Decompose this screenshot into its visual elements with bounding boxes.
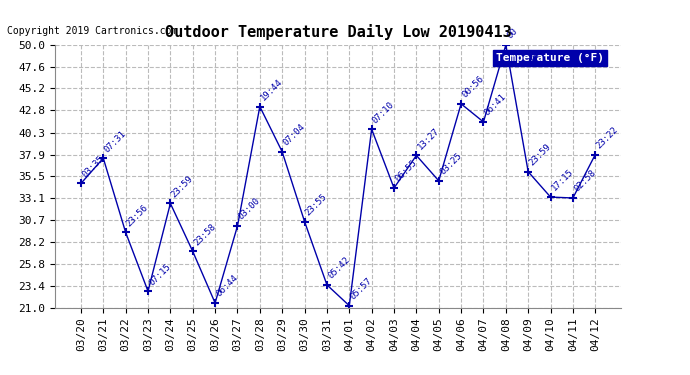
Text: 23:22: 23:22: [595, 125, 620, 150]
Text: 17:15: 17:15: [550, 168, 575, 193]
Text: 05:57: 05:57: [348, 276, 374, 302]
Text: 00: 00: [505, 27, 519, 41]
Text: Temperature (°F): Temperature (°F): [496, 53, 604, 63]
Text: 23:59: 23:59: [527, 142, 553, 168]
Text: 23:55: 23:55: [304, 192, 329, 217]
Text: 07:15: 07:15: [147, 262, 172, 287]
Text: 07:04: 07:04: [282, 122, 307, 148]
Text: 03:00: 03:00: [237, 196, 262, 222]
Text: 13:27: 13:27: [415, 126, 441, 151]
Text: 06:44: 06:44: [215, 273, 239, 299]
Text: 06:41: 06:41: [483, 92, 508, 118]
Text: 00:56: 00:56: [460, 74, 486, 100]
Text: Copyright 2019 Cartronics.com: Copyright 2019 Cartronics.com: [7, 26, 177, 36]
Text: 06:55: 06:55: [393, 159, 419, 184]
Text: 23:59: 23:59: [170, 174, 195, 199]
Text: 23:58: 23:58: [192, 222, 217, 247]
Text: 05:42: 05:42: [326, 255, 351, 281]
Text: 23:56: 23:56: [125, 203, 150, 228]
Text: 07:10: 07:10: [371, 100, 396, 125]
Text: 02:58: 02:58: [572, 168, 598, 194]
Text: 03:25: 03:25: [438, 151, 463, 177]
Text: 03:35: 03:35: [80, 154, 106, 179]
Text: 0: 0: [529, 53, 536, 63]
Title: Outdoor Temperature Daily Low 20190413: Outdoor Temperature Daily Low 20190413: [165, 24, 511, 40]
Text: 07:31: 07:31: [103, 129, 128, 154]
Text: 19:44: 19:44: [259, 77, 284, 102]
